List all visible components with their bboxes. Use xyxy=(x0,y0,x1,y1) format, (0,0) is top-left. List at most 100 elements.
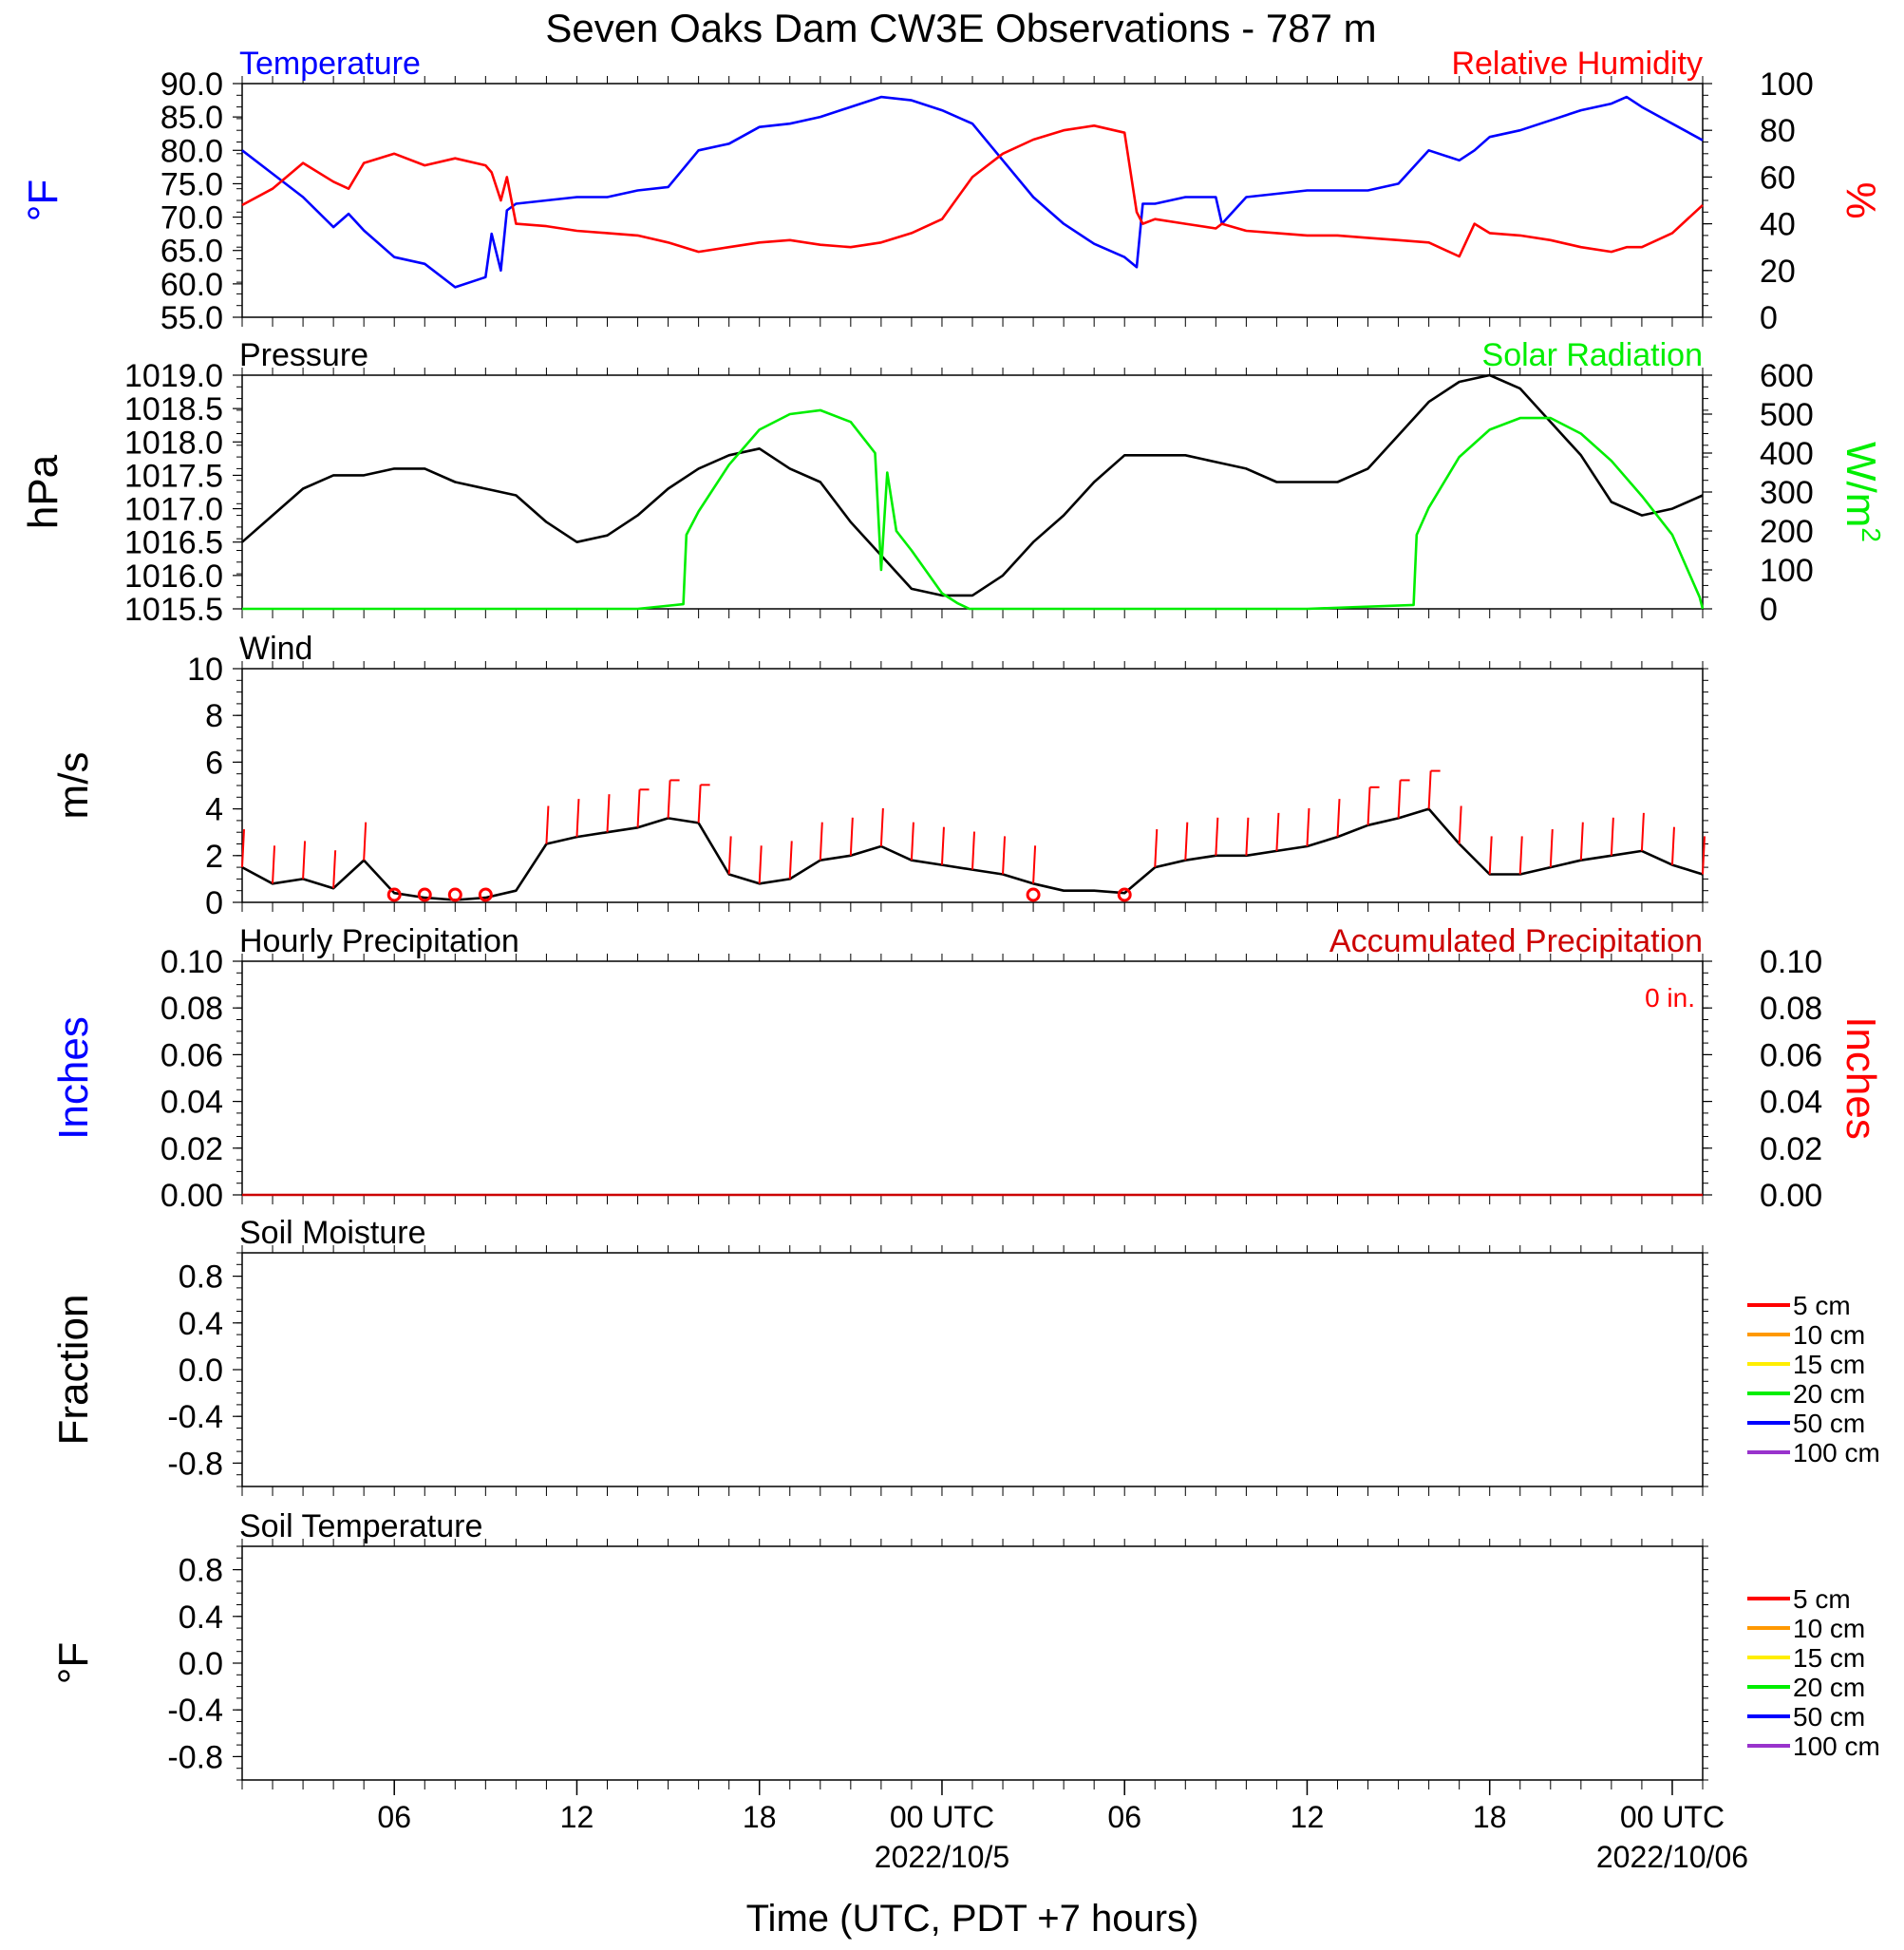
wind-barb xyxy=(697,785,702,824)
y-tick-label-right: 0.04 xyxy=(1760,1085,1822,1121)
x-tick-label: 18 xyxy=(743,1800,777,1834)
y-tick-label-left: -0.8 xyxy=(167,1739,223,1775)
wind-barb xyxy=(910,822,914,861)
series-line-pressure xyxy=(241,373,1704,597)
wind-barb xyxy=(667,780,671,819)
legend-label: 100 cm xyxy=(1793,1732,1880,1761)
series-line-temperature xyxy=(241,95,1704,289)
y-tick-label-left: 75.0 xyxy=(160,166,223,202)
panel-wind: 10 8 6 4 2 0 Wind m/s xyxy=(50,631,1708,921)
y-tick-label-left: 0.0 xyxy=(179,1646,223,1682)
y-tick-label-left: 1019.0 xyxy=(124,358,223,394)
plot-frame xyxy=(241,374,1704,610)
panel-title-right: Relative Humidity xyxy=(1451,46,1703,82)
series-line-solar-radiation xyxy=(242,408,1705,611)
wind-barb xyxy=(819,822,823,861)
calm-marker xyxy=(1026,887,1041,902)
y-tick-label-left: 90.0 xyxy=(160,66,223,103)
y-tick-label-left: 70.0 xyxy=(160,200,223,237)
x-tick-label: 12 xyxy=(1291,1800,1325,1834)
wind-barb xyxy=(1640,812,1645,851)
y-tick-label-left: 0.8 xyxy=(179,1553,223,1589)
x-tick-label: 18 xyxy=(1473,1800,1507,1834)
panel-title-left: Hourly Precipitation xyxy=(239,923,519,959)
wind-barb xyxy=(241,829,245,868)
wind-barb xyxy=(1427,770,1432,809)
panel-temperature-humidity: 90.085.080.075.070.065.060.055.0 100 80 60 4… xyxy=(20,46,1884,336)
wind-barb xyxy=(1336,799,1341,838)
panel-soil-moisture: 0.8 0.4 0.0 -0.4 -0.8 Soil Moisture Fraction 5 … xyxy=(50,1215,1880,1496)
legend-label: 50 cm xyxy=(1793,1702,1865,1732)
y-tick-label-right: 60 xyxy=(1760,160,1796,196)
wind-barb xyxy=(1397,780,1402,819)
legend-label: 20 cm xyxy=(1793,1379,1865,1409)
x-tick-date: 2022/10/5 xyxy=(875,1840,1009,1874)
y-tick-label-right: 80 xyxy=(1760,113,1796,149)
y-tick-label-right: 300 xyxy=(1760,475,1814,511)
y-tick-label-right: 0.00 xyxy=(1760,1178,1822,1214)
wind-barb xyxy=(1518,836,1523,875)
y-tick-label-left: 1017.5 xyxy=(124,458,223,494)
wind-barb xyxy=(1245,817,1250,856)
legend-label: 5 cm xyxy=(1793,1584,1851,1614)
wind-barb xyxy=(1702,836,1706,875)
y-tick-label-left: 0 xyxy=(205,885,223,921)
y-tick-label-left: 65.0 xyxy=(160,234,223,270)
wind-barb xyxy=(849,817,854,856)
y-tick-label-left: 0.08 xyxy=(160,991,223,1027)
wind-barb xyxy=(1275,812,1280,851)
x-tick-label: 06 xyxy=(377,1800,411,1834)
y-tick-label-left: 0.00 xyxy=(160,1178,223,1214)
legend-label: 10 cm xyxy=(1793,1320,1865,1350)
wind-barb xyxy=(302,841,307,880)
plot-frame xyxy=(241,1545,1704,1781)
y-axis-label-right: Inches xyxy=(1838,1016,1884,1140)
y-axis-label-left: Inches xyxy=(50,1016,97,1140)
wind-barb xyxy=(1549,829,1554,868)
panel-title-right: Solar Radiation xyxy=(1482,337,1703,373)
y-tick-label-right: 40 xyxy=(1760,207,1796,243)
y-tick-label-left: 1015.5 xyxy=(124,592,223,628)
y-axis-label-right: % xyxy=(1838,181,1884,218)
y-tick-label-right: 0 xyxy=(1760,300,1778,336)
wind-barb xyxy=(971,831,975,870)
calm-marker xyxy=(1117,887,1132,902)
y-axis-label-left: °F xyxy=(50,1642,97,1684)
wind-barb xyxy=(879,807,884,847)
y-tick-label-left: -0.4 xyxy=(167,1693,223,1729)
plot-frame xyxy=(241,83,1704,318)
y-axis-label-right: W/m2 xyxy=(1838,442,1886,542)
y-axis-label-right-text: % xyxy=(1838,181,1884,218)
plot-frame xyxy=(241,960,1704,1196)
wind-barb xyxy=(545,805,550,844)
x-tick-date: 2022/10/06 xyxy=(1596,1840,1748,1874)
x-axis-ticks: 06 12 18 00 UTC 2022/10/5 06 12 18 00 UTC 2022/10… xyxy=(377,1780,1748,1874)
legend-label: 5 cm xyxy=(1793,1291,1851,1320)
panel-title-left: Soil Moisture xyxy=(239,1215,426,1251)
wind-barb xyxy=(1579,822,1584,861)
wind-barb xyxy=(575,799,580,838)
y-tick-label-right: 0.06 xyxy=(1760,1037,1822,1073)
panels: 90.085.080.075.070.065.060.055.010080604… xyxy=(20,46,1886,1874)
wind-barb xyxy=(1032,845,1037,884)
y-tick-label-right: 500 xyxy=(1760,397,1814,433)
panel-annotation: 0 in. xyxy=(1645,983,1695,1013)
x-tick-label: 00 UTC xyxy=(1620,1800,1725,1834)
wind-barb xyxy=(758,845,763,884)
y-tick-label-right: 0.10 xyxy=(1760,944,1822,980)
y-tick-label-right: 0.02 xyxy=(1760,1131,1822,1167)
wind-barb xyxy=(606,794,611,833)
calm-marker xyxy=(417,887,432,902)
calm-marker xyxy=(478,887,493,902)
y-axis-label-left: m/s xyxy=(50,752,97,820)
y-tick-label-left: 60.0 xyxy=(160,267,223,303)
y-tick-label-left: 4 xyxy=(205,792,223,828)
wind-barb xyxy=(1215,817,1219,856)
x-axis-label: Time (UTC, PDT +7 hours) xyxy=(746,1898,1199,1940)
y-axis-label-right-text: Inches xyxy=(1838,1016,1884,1140)
wind-barb xyxy=(727,836,732,875)
figure-title: Seven Oaks Dam CW3E Observations - 787 m xyxy=(545,6,1376,50)
y-tick-label-right: 0 xyxy=(1760,592,1778,628)
